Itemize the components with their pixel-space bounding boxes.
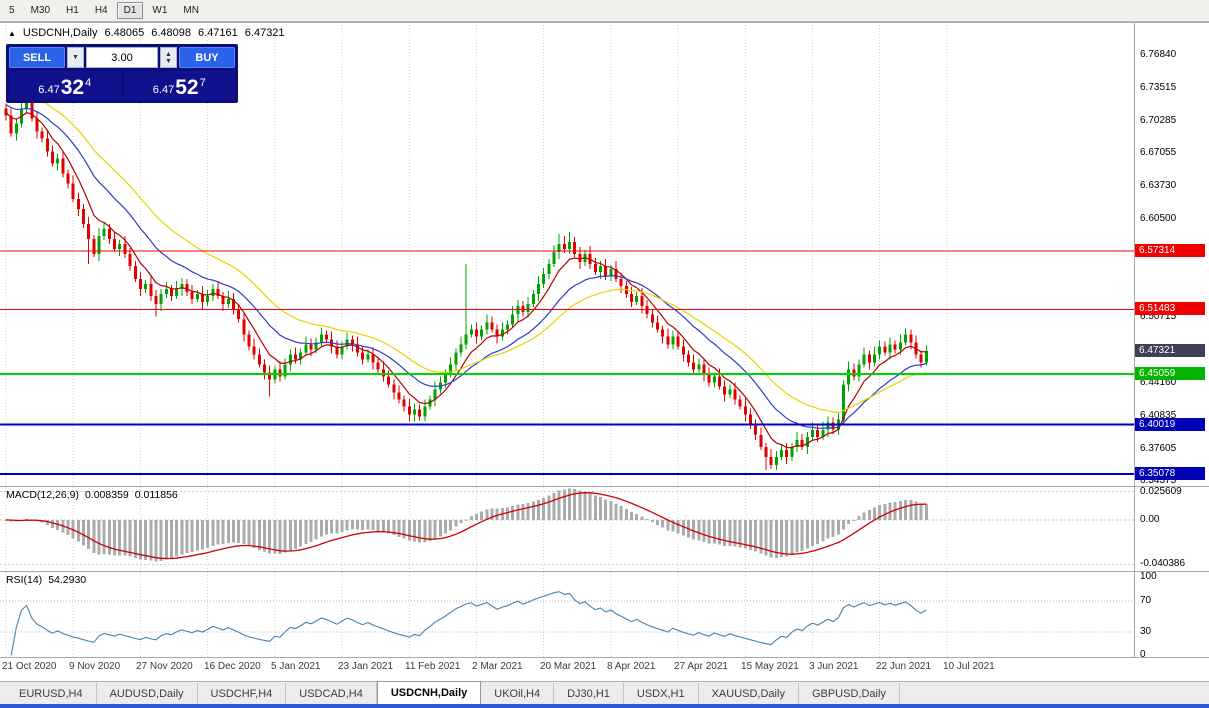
- timeframe-toolbar: 5 M30 H1 H4 D1 W1 MN: [0, 0, 1209, 22]
- date-label: 27 Nov 2020: [136, 661, 193, 672]
- date-label: 5 Jan 2021: [271, 661, 321, 672]
- rsi-axis-label: 0: [1140, 649, 1146, 660]
- price-axis-label: 6.73515: [1140, 82, 1177, 93]
- chart-tab-USDCAD-H4[interactable]: USDCAD,H4: [286, 683, 377, 704]
- timeframe-button-H1[interactable]: H1: [66, 5, 79, 16]
- price-axis-label: 6.70285: [1140, 115, 1177, 126]
- symbol-ohlc-line: ▲ USDCNH,Daily 6.48065 6.48098 6.47161 6…: [8, 27, 285, 39]
- date-label: 11 Feb 2021: [405, 661, 461, 672]
- chart-tab-USDCHF-H4[interactable]: USDCHF,H4: [198, 683, 287, 704]
- pane-divider[interactable]: [0, 571, 1209, 572]
- price-tag: 6.47321: [1135, 344, 1205, 357]
- date-label: 9 Nov 2020: [69, 661, 121, 672]
- timeframe-button-D1[interactable]: D1: [116, 2, 144, 19]
- close-value: 6.47321: [244, 27, 285, 39]
- timeframe-button-MN[interactable]: MN: [183, 5, 199, 16]
- macd-name: MACD(12,26,9): [6, 489, 79, 501]
- high-value: 6.48098: [151, 27, 192, 39]
- toolbar-divider: [0, 22, 1209, 23]
- open-value: 6.48065: [104, 27, 145, 39]
- chart-tab-AUDUSD-Daily[interactable]: AUDUSD,Daily: [97, 683, 198, 704]
- price-axis-label: 6.40835: [1140, 410, 1177, 421]
- macd-caption: MACD(12,26,9) 0.008359 0.011856: [6, 489, 178, 501]
- one-click-trading-panel: SELL ▼ ▲ ▼ BUY 6.47 32 4 6.47 52 7: [6, 44, 238, 103]
- volume-stepper[interactable]: ▲ ▼: [160, 47, 177, 68]
- rsi-caption: RSI(14) 54.2930: [6, 574, 86, 586]
- price-axis-label: 6.37605: [1140, 443, 1177, 454]
- timeframe-button-H4[interactable]: H4: [94, 5, 108, 16]
- bid-price-display: 6.47 32 4: [9, 71, 121, 100]
- spinner-up-icon: ▲: [165, 50, 172, 58]
- price-axis-label: 6.50715: [1140, 311, 1177, 322]
- ask-price-display: 6.47 52 7: [123, 71, 235, 100]
- chart-tab-EURUSD-H4[interactable]: EURUSD,H4: [6, 683, 97, 704]
- rsi-value: 54.2930: [48, 574, 87, 586]
- ask-prefix: 6.47: [152, 84, 175, 96]
- date-label: 20 Mar 2021: [540, 661, 597, 672]
- date-label: 16 Dec 2020: [204, 661, 261, 672]
- macd-axis-label: 0.025609: [1140, 486, 1182, 497]
- low-value: 6.47161: [198, 27, 238, 39]
- price-tag: 6.40019: [1135, 418, 1205, 431]
- date-label: 3 Jun 2021: [809, 661, 859, 672]
- timeframe-button-M30[interactable]: M30: [30, 5, 51, 16]
- rsi-axis-label: 30: [1140, 626, 1152, 637]
- date-label: 23 Jan 2021: [338, 661, 394, 672]
- chart-tab-USDCNH-Daily[interactable]: USDCNH,Daily: [376, 681, 482, 704]
- price-axis-label: 6.63730: [1140, 180, 1177, 191]
- candlestick-chart[interactable]: [0, 22, 1134, 486]
- price-axis-border: [1134, 22, 1135, 658]
- chart-tab-DJ30-H1[interactable]: DJ30,H1: [554, 683, 624, 704]
- volume-input[interactable]: [86, 47, 158, 68]
- ask-pip-digit: 7: [199, 77, 206, 89]
- spinner-down-icon: ▼: [72, 54, 79, 61]
- date-label: 21 Oct 2020: [2, 661, 57, 672]
- rsi-axis-label: 70: [1140, 595, 1152, 606]
- bid-pip-digit: 4: [85, 77, 92, 89]
- rsi-axis-label: 100: [1140, 571, 1157, 582]
- macd-indicator-chart[interactable]: [0, 487, 1134, 571]
- volume-down-button[interactable]: ▼: [67, 47, 84, 68]
- ask-big-digits: 52: [175, 76, 199, 99]
- macd-main-value: 0.008359: [84, 489, 129, 501]
- price-axis-label: 6.76840: [1140, 49, 1177, 60]
- date-label: 22 Jun 2021: [876, 661, 932, 672]
- chart-tabs-bar: EURUSD,H4 AUDUSD,Daily USDCHF,H4 USDCAD,H4 U…: [0, 681, 1209, 704]
- chart-tab-UKOil-H4[interactable]: UKOil,H4: [481, 683, 555, 704]
- rsi-indicator-chart[interactable]: [0, 572, 1134, 657]
- macd-axis-label: 0.00: [1140, 514, 1160, 525]
- chart-tab-GBPUSD-Daily[interactable]: GBPUSD,Daily: [799, 683, 900, 704]
- price-axis-label: 6.67055: [1140, 147, 1177, 158]
- timeframe-button-5[interactable]: 5: [9, 5, 15, 16]
- price-axis-label: 6.44160: [1140, 377, 1177, 388]
- date-label: 27 Apr 2021: [674, 661, 728, 672]
- one-click-toggle-icon[interactable]: ▲: [8, 28, 16, 38]
- date-label: 10 Jul 2021: [943, 661, 995, 672]
- pane-divider: [0, 657, 1209, 658]
- buy-button[interactable]: BUY: [179, 47, 235, 68]
- price-axis-label: 6.60500: [1140, 213, 1177, 224]
- spinner-down-icon: ▼: [165, 57, 172, 65]
- price-tag: 6.45059: [1135, 367, 1205, 380]
- timeframe-button-W1[interactable]: W1: [152, 5, 168, 16]
- symbol-name: USDCNH,Daily: [22, 27, 98, 39]
- bid-prefix: 6.47: [38, 84, 60, 96]
- bid-big-digits: 32: [60, 76, 85, 99]
- macd-signal-value: 0.011856: [134, 489, 178, 501]
- sell-button[interactable]: SELL: [9, 47, 65, 68]
- date-label: 2 Mar 2021: [472, 661, 523, 672]
- chart-tab-USDX-H1[interactable]: USDX,H1: [624, 683, 699, 704]
- price-tag: 6.35078: [1135, 467, 1205, 480]
- macd-axis-label: -0.040386: [1140, 558, 1186, 569]
- price-axis-label: 6.34375: [1140, 475, 1177, 486]
- rsi-name: RSI(14): [6, 574, 43, 586]
- pane-divider[interactable]: [0, 486, 1209, 487]
- chart-tab-XAUUSD-Daily[interactable]: XAUUSD,Daily: [699, 683, 799, 704]
- date-label: 8 Apr 2021: [607, 661, 656, 672]
- taskbar-strip[interactable]: [0, 704, 1209, 708]
- date-label: 15 May 2021: [741, 661, 799, 672]
- price-tag: 6.57314: [1135, 244, 1205, 257]
- price-tag: 6.51483: [1135, 302, 1205, 315]
